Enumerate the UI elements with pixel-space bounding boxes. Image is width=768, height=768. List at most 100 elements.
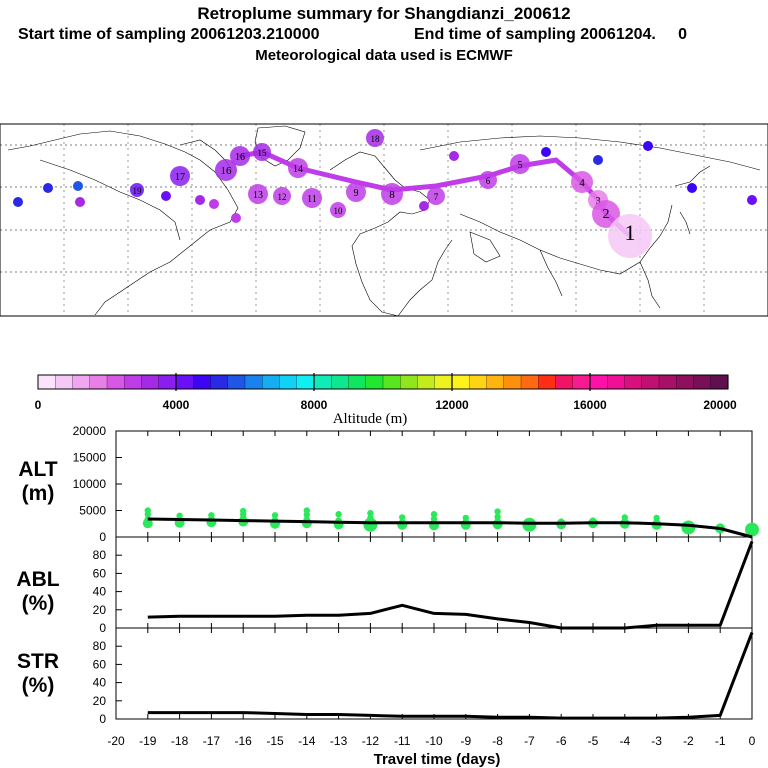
colorbar-cell [37,374,56,390]
colorbar-cell [555,374,574,390]
plume-marker-small [73,181,83,191]
colorbar-cell [693,374,712,390]
colorbar-cell [193,374,212,390]
plume-marker-small [209,199,219,209]
plume-marker [302,188,322,208]
x-tick-label: -2 [683,734,694,748]
alt-scatter-point [208,512,215,519]
colorbar-cell [365,374,384,390]
colorbar-cell [331,374,350,390]
colorbar-cell [158,374,177,390]
x-tick-label: -14 [298,734,316,748]
colorbar-cell [141,374,160,390]
x-tick-label: -16 [235,734,253,748]
y-tick-label: 0 [99,621,106,635]
abl-panel-unit: (%) [22,592,55,615]
alt-scatter-point [653,514,660,522]
y-tick-label: 20 [93,694,107,708]
start-time-label: Start time of sampling 20061203.210000 [18,26,320,43]
x-tick-label: -10 [425,734,443,748]
alt-series-line [147,517,753,539]
plume-marker-label: 8 [389,189,395,201]
plume-marker [346,182,366,202]
colorbar-cell [296,374,315,390]
alt-scatter-point [303,507,310,514]
plume-marker-label: 1 [625,220,636,245]
colorbar-cell [124,374,143,390]
colorbar-cell [710,374,729,390]
alt-scatter-point [144,515,151,523]
coast-siberia [419,135,761,171]
alt-scatter-point [240,507,247,515]
coast-europe-africa [329,151,431,317]
x-tick-label: -13 [330,734,348,748]
plume-marker-label: 3 [596,196,601,207]
x-tick-label: 0 [749,734,756,748]
abl-panel-label: ABL [16,568,59,591]
x-tick-label: -18 [171,734,189,748]
met-data-label: Meteorological data used is ECMWF [255,47,513,64]
x-tick-label: -1 [715,734,726,748]
plume-marker [330,202,346,218]
coast-east-africa [397,239,453,317]
alt-panel-unit: (m) [22,482,55,505]
plume-marker [366,129,384,147]
alt-scatter-point [621,514,628,521]
plume-marker [592,200,620,228]
colorbar-label: Altitude (m) [333,411,408,427]
colorbar-cell [607,374,626,390]
colorbar-cell [262,374,281,390]
str-panel-label: STR [17,650,59,673]
colorbar-cell [520,374,539,390]
colorbar-cell [106,374,125,390]
coast-japan [679,211,691,235]
str-series-line [147,631,754,720]
colorbar-cell [451,374,470,390]
colorbar-cell [676,374,695,390]
x-tick-label: -4 [619,734,630,748]
plume-marker [170,166,190,186]
y-tick-label: 15000 [73,451,107,465]
alt-scatter-point [462,514,469,522]
y-tick-label: 60 [93,566,107,580]
colorbar-cell [469,374,488,390]
colorbar-cell [89,374,108,390]
x-tick-label: -3 [651,734,662,748]
plume-marker-label: 16 [221,165,233,177]
x-tick-label: -5 [588,734,599,748]
plume-marker [427,187,445,205]
plume-marker [510,154,530,174]
y-tick-label: 10000 [73,477,107,491]
colorbar-cell [210,374,229,390]
colorbar-cell [641,374,660,390]
plume-marker-label: 7 [434,192,439,202]
colorbar-cell [227,374,246,390]
plume-marker-small [687,183,697,193]
plume-marker-label: 13 [253,190,263,201]
alt-scatter-point [367,509,374,517]
str-panel-unit: (%) [22,674,55,697]
colorbar-cell [589,374,608,390]
plume-marker [130,183,144,197]
chart-title: Retroplume summary for Shangdianzi_20061… [197,4,571,23]
colorbar-cell [244,374,263,390]
plume-marker-label: 2 [603,207,610,222]
y-tick-label: 20000 [73,424,107,438]
x-tick-label: -20 [107,734,125,748]
y-tick-label: 0 [99,712,106,726]
title-block: Retroplume summary for Shangdianzi_20061… [0,0,768,70]
coast-indochina [639,261,661,309]
x-tick-label: -6 [556,734,567,748]
colorbar-tick: 8000 [301,398,328,412]
plume-marker-label: 14 [293,164,303,175]
abl-series-line [147,540,754,630]
plume-marker-small [13,197,23,207]
map-coastlines [7,125,761,317]
colorbar-cell [382,374,401,390]
plume-marker-label: 6 [486,176,491,186]
alt-scatter-point [748,523,756,531]
plume-marker-small [747,195,757,205]
x-tick-label: -12 [362,734,380,748]
coast-kamchatka [674,165,711,187]
alt-scatter-point [430,515,438,523]
